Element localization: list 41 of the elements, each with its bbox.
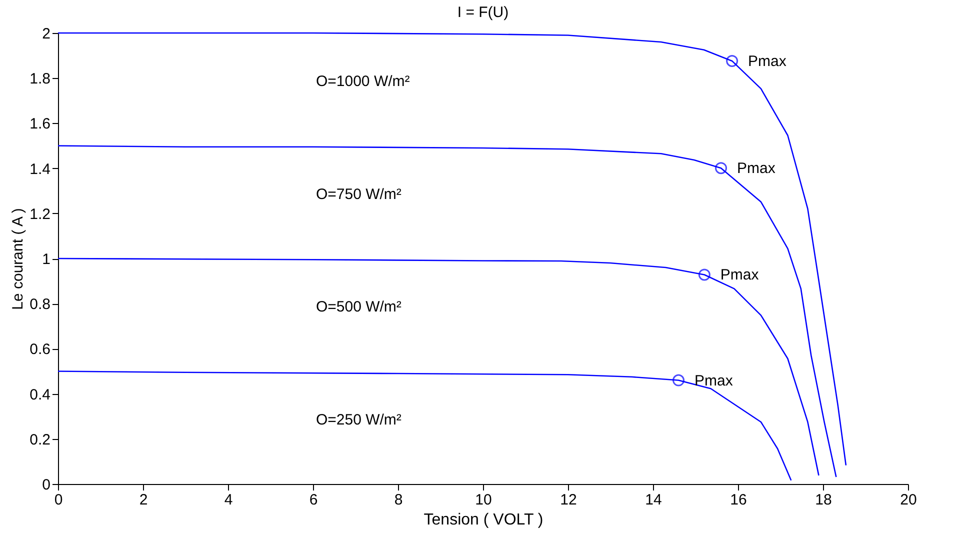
point [672,374,684,386]
x-tick-label: 10 [475,492,492,508]
y-axis-title: Le courant ( A ) [10,208,27,310]
x-tick-label: 8 [394,492,403,508]
y-tick-label: 0.2 [30,431,50,448]
point [726,54,738,67]
y-tick-label: 1.4 [30,160,50,178]
line-series [57,258,820,476]
x-tick-label: 6 [309,492,318,508]
point [715,162,727,174]
chart-title: I = F(U) [457,4,509,21]
y-tick-label: 1.6 [30,116,50,133]
annotation: O=750 W/m² [316,186,402,203]
point [698,268,710,281]
x-tick-label: 16 [730,492,747,508]
x-tick-label: 14 [645,492,662,508]
line-series [57,32,847,466]
annotation: Pmax [748,52,787,70]
annotation: Pmax [720,266,760,284]
x-axis-title: Tension ( VOLT ) [424,512,544,528]
y-tick-label: 2 [42,26,50,42]
line-series [57,145,837,478]
line-series [57,370,792,482]
x-tick-label: 0 [54,492,63,508]
y-tick-label: 0.8 [30,296,50,314]
x-tick-label: 20 [900,492,917,508]
y-tick-label: 1.8 [30,70,50,88]
x-tick-label: 2 [139,492,148,508]
annotation: O=500 W/m² [316,298,402,316]
x-tick-label: 4 [224,492,233,508]
annotation: Pmax [694,372,734,390]
x-tick-label: 18 [815,492,832,508]
annotation: O=1000 W/m² [316,73,410,90]
annotation: Pmax [737,160,776,178]
y-tick-label: 1 [42,251,50,268]
x-tick-label: 12 [560,492,577,508]
y-tick-label: 0.4 [30,386,50,404]
y-tick-label: 0 [42,476,50,494]
annotation: O=250 W/m² [316,411,402,428]
y-tick-label: 1.2 [30,206,50,223]
y-tick-label: 0.6 [30,341,50,358]
